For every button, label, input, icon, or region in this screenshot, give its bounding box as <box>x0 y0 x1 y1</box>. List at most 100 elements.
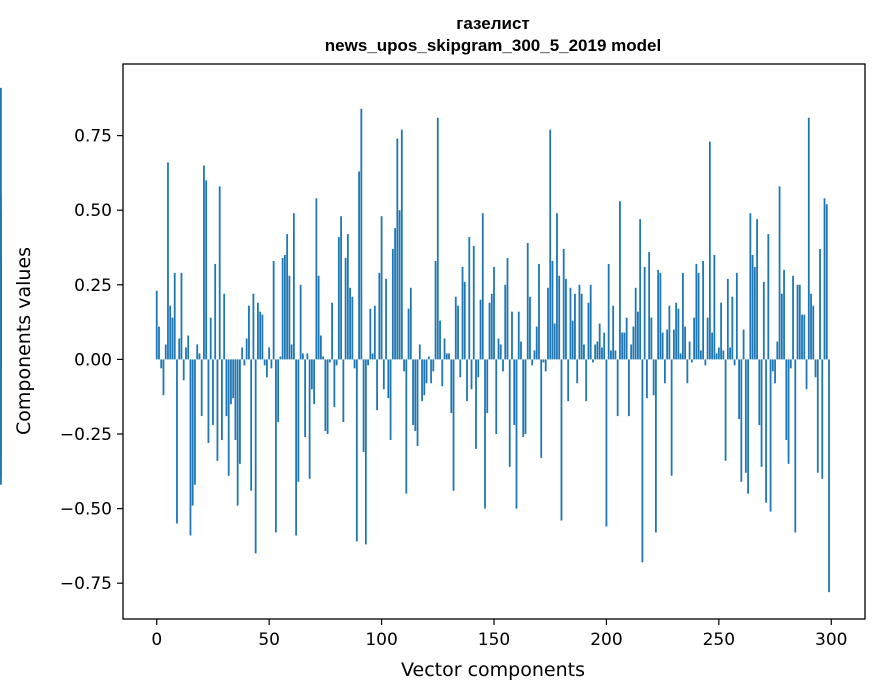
bar-155 <box>504 284 507 360</box>
bar-70 <box>313 359 316 405</box>
bar-101 <box>382 359 385 390</box>
bar-260 <box>740 359 743 482</box>
bar-96 <box>371 353 374 360</box>
bar-291 <box>810 293 812 360</box>
bar-87 <box>351 296 354 360</box>
bar-298 <box>825 204 828 360</box>
bar-142 <box>475 359 477 449</box>
x-tick-label: 150 <box>478 630 510 650</box>
bar-188 <box>578 284 581 360</box>
chart-subtitle: news_upos_skipgram_300_5_2019 model <box>325 36 661 55</box>
bar-52 <box>272 260 275 360</box>
bar-248 <box>713 254 716 360</box>
x-tick-label: 100 <box>365 630 397 650</box>
bar-293 <box>814 359 817 378</box>
bar-175 <box>549 129 552 360</box>
x-tick-label: 200 <box>590 630 622 650</box>
bar-190 <box>583 344 585 360</box>
bar-216 <box>641 359 644 563</box>
bar-114 <box>412 359 414 426</box>
bar-151 <box>495 359 498 434</box>
bar-69 <box>310 359 313 390</box>
bar-86 <box>349 287 351 360</box>
bar-55 <box>279 356 282 360</box>
bar-233 <box>679 353 682 360</box>
bar-106 <box>394 228 396 360</box>
bar-20 <box>200 359 203 417</box>
bar-271 <box>765 359 767 503</box>
bar-168 <box>533 350 536 360</box>
bar-162 <box>520 341 522 360</box>
bar-206 <box>619 201 621 360</box>
bar-30 <box>223 293 226 360</box>
bar-71 <box>315 198 318 360</box>
bar-27 <box>216 359 219 461</box>
bar-170 <box>538 263 540 360</box>
bar-267 <box>756 219 758 360</box>
bar-204 <box>614 350 617 360</box>
bar-125 <box>436 117 439 360</box>
bar-238 <box>690 359 693 363</box>
bar-94 <box>367 359 369 366</box>
bar-184 <box>569 287 572 360</box>
bar-227 <box>666 329 669 360</box>
bar-1 <box>158 326 160 360</box>
bar-117 <box>418 344 421 360</box>
bar-26 <box>214 263 217 360</box>
bar-247 <box>711 332 713 360</box>
bar-198 <box>601 347 603 360</box>
y-tick-label: 0.75 <box>74 127 112 147</box>
bar-228 <box>668 305 671 360</box>
bar-92 <box>362 359 365 452</box>
bar-109 <box>400 129 403 360</box>
bar-196 <box>596 341 599 360</box>
bar-284 <box>794 359 797 533</box>
bar-241 <box>697 272 700 360</box>
bar-8 <box>173 272 176 360</box>
bar-56 <box>281 257 284 360</box>
bar-285 <box>796 284 799 360</box>
bar-60 <box>290 344 293 360</box>
bar-270 <box>762 281 765 360</box>
bar-147 <box>486 359 489 414</box>
bar-19 <box>198 353 201 360</box>
bar-74 <box>322 356 325 360</box>
bar-279 <box>783 269 785 360</box>
bar-224 <box>659 272 662 360</box>
bar-38 <box>241 347 244 360</box>
bar-77 <box>328 359 331 363</box>
bar-10 <box>178 338 181 360</box>
bar-261 <box>742 329 745 360</box>
bar-79 <box>333 359 336 408</box>
bar-143 <box>477 359 480 378</box>
bar-136 <box>461 266 464 360</box>
bar-44 <box>254 359 257 554</box>
bar-231 <box>675 302 678 360</box>
bar-47 <box>261 314 264 360</box>
y-axis: −0.75 −0.50 −0.25 0.00 0.25 0.50 0.75 <box>60 127 123 594</box>
bar-126 <box>439 320 441 360</box>
bar-130 <box>448 353 450 360</box>
bar-163 <box>522 359 525 437</box>
bar-99 <box>378 272 381 360</box>
bar-103 <box>387 359 390 399</box>
bar-189 <box>580 293 583 360</box>
bar-161 <box>517 311 520 360</box>
bar-3 <box>162 359 165 396</box>
bar-111 <box>405 359 408 494</box>
bar-17 <box>194 359 196 485</box>
bar-251 <box>720 302 722 360</box>
bar-91 <box>360 108 363 360</box>
bar-150 <box>493 266 495 360</box>
bar-240 <box>695 263 698 360</box>
bar-200 <box>605 359 608 527</box>
x-tick-label: 250 <box>703 630 735 650</box>
bar-263 <box>747 359 749 494</box>
bar-80 <box>335 359 338 366</box>
bar-2 <box>160 359 163 369</box>
bar-31 <box>225 359 228 417</box>
bar-290 <box>807 117 810 360</box>
bar-256 <box>731 296 734 360</box>
bar-75 <box>324 359 327 432</box>
